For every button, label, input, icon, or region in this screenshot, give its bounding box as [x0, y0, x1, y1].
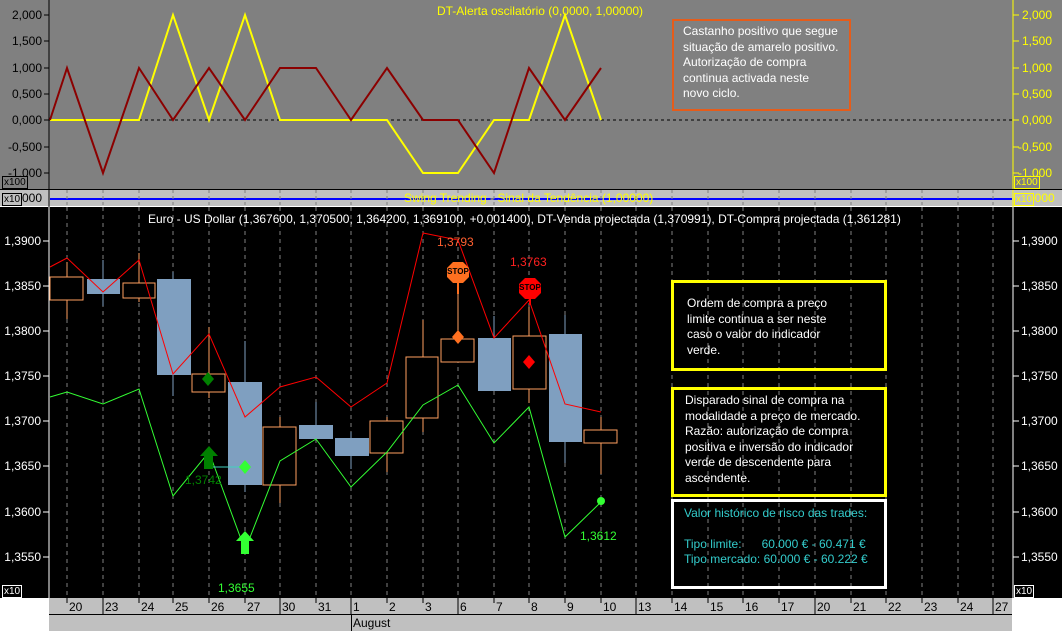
- price-scale-badge[interactable]: x10: [2, 585, 23, 598]
- price-ytick-13600: 1,3600: [4, 505, 41, 519]
- date-label: 27: [995, 600, 1009, 614]
- annotation-low-3: 1,3612: [580, 529, 617, 543]
- risk-title: Valor histórico de risco das trades:: [684, 506, 868, 520]
- price-right-ytick-13800: 1,3800: [1021, 324, 1058, 338]
- swing-left-tick: 000: [22, 191, 43, 205]
- swing-plot: [48, 190, 1014, 208]
- risk-note: Valor histórico de risco das trades: Tip…: [671, 499, 887, 589]
- osc-ytick-2000: 2,000: [11, 8, 42, 22]
- date-label: 7: [496, 600, 503, 614]
- date-label: 3: [425, 600, 432, 614]
- osc-ytick-1500: 1,500: [11, 34, 42, 48]
- oscillator-pane: 2,000 1,500 1,000 0,500 0,000 -0,500 -1,…: [0, 0, 1062, 189]
- date-label: 1: [353, 600, 360, 614]
- stop-label-1: STOP: [447, 267, 469, 276]
- osc-right-ytick-0000: 0,000: [1022, 113, 1053, 127]
- date-label: 13: [638, 600, 652, 614]
- candles: [49, 253, 618, 503]
- price-ytick-13650: 1,3650: [4, 459, 41, 473]
- annotation-low-1: 1,3742: [185, 473, 222, 487]
- osc-ytick-1000: 1,000: [11, 61, 42, 75]
- date-label: 31: [318, 600, 332, 614]
- date-label: 20: [69, 600, 83, 614]
- date-label: 24: [141, 600, 155, 614]
- date-label: 9: [567, 600, 574, 614]
- price-chart-pane: STOP STOP 1,3900 1,3850 1,3800 1,3750 1,…: [0, 207, 1062, 598]
- swing-scale-badge[interactable]: x10: [2, 193, 23, 206]
- price-chart-title: Euro - US Dollar (1,367600, 1,370500, 1,…: [148, 212, 901, 226]
- date-label: 10: [603, 600, 617, 614]
- price-plot: [43, 207, 1019, 598]
- price-right-ytick-13850: 1,3850: [1021, 279, 1058, 293]
- month-divider: [351, 615, 352, 631]
- date-label: 30: [282, 600, 296, 614]
- market-signal-note: Disparado sinal de compra na modalidade …: [671, 387, 887, 497]
- price-ytick-13750: 1,3750: [4, 369, 41, 383]
- date-label: 20: [817, 600, 831, 614]
- date-label: 17: [781, 600, 795, 614]
- price-ytick-13800: 1,3800: [4, 324, 41, 338]
- osc-right-scale-badge[interactable]: x100: [1014, 176, 1040, 189]
- date-label: 2: [389, 600, 396, 614]
- stop-sign-orange-icon: [447, 262, 469, 294]
- osc-ytick-neg0500: -0,500: [7, 140, 42, 154]
- date-label: 14: [674, 600, 688, 614]
- price-ytick-13850: 1,3850: [4, 279, 41, 293]
- price-right-ytick-13900: 1,3900: [1021, 234, 1058, 248]
- price-right-ytick-13700: 1,3700: [1021, 414, 1058, 428]
- date-label: 6: [460, 600, 467, 614]
- price-ytick-13550: 1,3550: [4, 550, 41, 564]
- risk-market: Tipo mercado: 60.000 € - 60.222 €: [684, 552, 868, 566]
- annotation-high-2: 1,3763: [510, 255, 547, 269]
- annotation-high-1: 1,3793: [437, 235, 474, 249]
- stop-label-2: STOP: [519, 283, 541, 292]
- date-label: 23: [924, 600, 938, 614]
- stop-sign-red-icon: [519, 278, 541, 305]
- swing-title: Swing Trending - Sinal da Tendência (1,0…: [404, 191, 654, 205]
- price-right-ytick-13650: 1,3650: [1021, 459, 1058, 473]
- swing-right-scale-badge[interactable]: x10: [1014, 193, 1035, 206]
- osc-right-ytick-neg0500: -0,500: [1018, 140, 1053, 154]
- oscillator-plot: [44, 0, 1019, 189]
- price-right-ytick-13750: 1,3750: [1021, 369, 1058, 383]
- date-label: 8: [531, 600, 538, 614]
- date-label: 24: [960, 600, 974, 614]
- price-ytick-13700: 1,3700: [4, 414, 41, 428]
- price-right-ytick-13600: 1,3600: [1021, 505, 1058, 519]
- date-label: 23: [105, 600, 119, 614]
- osc-scale-badge[interactable]: x100: [2, 176, 28, 189]
- date-label: 21: [853, 600, 867, 614]
- date-label: 15: [710, 600, 724, 614]
- month-label: August: [353, 616, 391, 630]
- oscillator-title: DT-Alerta oscilatório (0,0000, 1,00000): [436, 4, 644, 18]
- price-right-ytick-13550: 1,3550: [1021, 550, 1058, 564]
- price-ytick-13900: 1,3900: [4, 234, 41, 248]
- date-label: 25: [175, 600, 189, 614]
- annotation-low-2: 1,3655: [218, 581, 255, 595]
- swing-right-tick: 0000: [1028, 191, 1055, 205]
- osc-right-ytick-1500: 1,500: [1022, 34, 1053, 48]
- swing-trending-pane: 000 Swing Trending - Sinal da Tendência …: [0, 189, 1062, 208]
- oscillator-note: Castanho positivo que segue situação de …: [672, 19, 851, 111]
- month-axis: August: [49, 615, 1012, 631]
- risk-limit: Tipo limite: 60.000 € - 60.471 €: [684, 537, 866, 551]
- osc-right-ytick-2000: 2,000: [1022, 8, 1053, 22]
- osc-ytick-0000: 0,000: [11, 113, 42, 127]
- date-label: 27: [247, 600, 261, 614]
- date-label: 26: [211, 600, 225, 614]
- date-label: 16: [745, 600, 759, 614]
- osc-right-ytick-0500: 0,500: [1022, 87, 1053, 101]
- date-axis[interactable]: 20 23 24 25 26 27 30 31 1 2 3 6 7 8 9 10…: [49, 598, 1012, 615]
- osc-ytick-0500: 0,500: [11, 87, 42, 101]
- osc-right-ytick-1000: 1,000: [1022, 61, 1053, 75]
- date-label: 22: [888, 600, 902, 614]
- limit-order-note: Ordem de compra a preço limite continua …: [671, 280, 887, 371]
- date-axis-ticks: [66, 598, 994, 615]
- price-right-scale-badge[interactable]: x10: [1014, 585, 1035, 598]
